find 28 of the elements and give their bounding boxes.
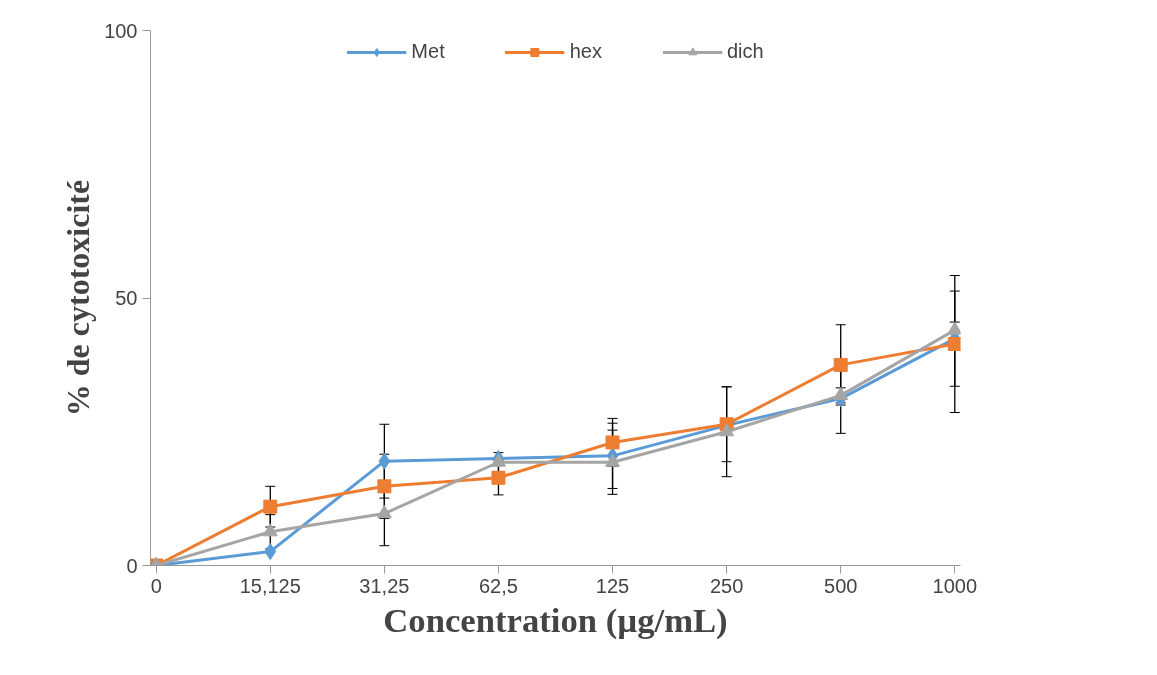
y-tick-label: 100 (104, 19, 138, 42)
x-tick-label: 125 (595, 574, 630, 597)
y-tick-label: 0 (126, 554, 138, 577)
point (719, 423, 735, 437)
x-tick-label: 250 (709, 574, 744, 597)
point (605, 453, 621, 467)
x-tick-label: 1000 (932, 574, 978, 597)
x-tick-label: 62,5 (478, 574, 518, 597)
y-tick-label: 50 (115, 287, 138, 309)
point (264, 543, 277, 561)
x-tick-label: 0 (150, 574, 162, 597)
point (262, 523, 278, 537)
point (947, 337, 961, 352)
y-axis-title: % de cytotoxicité (60, 179, 97, 417)
point (833, 357, 848, 372)
point (605, 435, 620, 450)
point (263, 499, 278, 514)
x-tick-label: 15,125 (239, 574, 301, 597)
point (378, 452, 391, 470)
point (491, 470, 506, 485)
point (376, 505, 392, 519)
point (377, 479, 392, 494)
x-axis-title: Concentration (µg/mL) (383, 600, 728, 640)
legend-label: Met (411, 40, 445, 63)
x-tick-label: 500 (824, 574, 858, 597)
legend-label: dich (726, 40, 764, 63)
x-tick-label: 31,25 (359, 574, 410, 597)
legend-label: hex (569, 40, 602, 63)
